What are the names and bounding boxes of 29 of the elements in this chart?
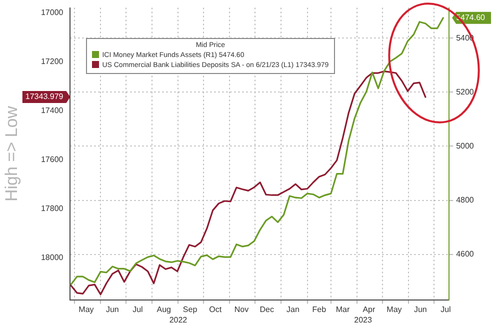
x-tick-label: Jun (414, 304, 427, 314)
x-tick-label: Aug (156, 304, 171, 314)
y-axis-title: High => Low (2, 105, 21, 202)
x-tick-label: May (386, 304, 402, 314)
y2-tick-label: 5000 (456, 141, 474, 150)
x-tick-label: Jul (440, 304, 452, 314)
y-tick-label: 17200 (40, 56, 64, 66)
y-tick-label: 17800 (40, 204, 64, 214)
x-tick-label: Mar (336, 304, 350, 314)
x-tick-label: Jan (286, 304, 300, 314)
y2-tick-label: 5200 (456, 87, 474, 96)
y-tick-label: 17600 (40, 155, 64, 164)
y2-tick-label: 4800 (456, 196, 474, 205)
y-tick-label: 17343.979 (25, 92, 64, 102)
x-tick-label: Jun (106, 304, 119, 314)
y2-tick-label: 4600 (456, 250, 474, 259)
y-tick-label: 18000 (40, 253, 64, 262)
x-tick-label: May (78, 304, 94, 314)
x-tick-label: Jul (132, 304, 144, 314)
x-tick-label: Nov (234, 304, 249, 314)
x-tick-label: Feb (312, 304, 327, 314)
x2-tick-label: 2023 (354, 315, 372, 324)
x-tick-label: Sep (182, 304, 198, 314)
x-tick-label: Oct (209, 304, 222, 314)
y-tick-label: 17000 (40, 8, 64, 17)
x2-tick-label: 2022 (169, 315, 188, 324)
x-tick-label: Dec (260, 304, 274, 314)
y-tick-label: 17400 (40, 106, 64, 115)
x-tick-label: Apr (362, 304, 376, 314)
